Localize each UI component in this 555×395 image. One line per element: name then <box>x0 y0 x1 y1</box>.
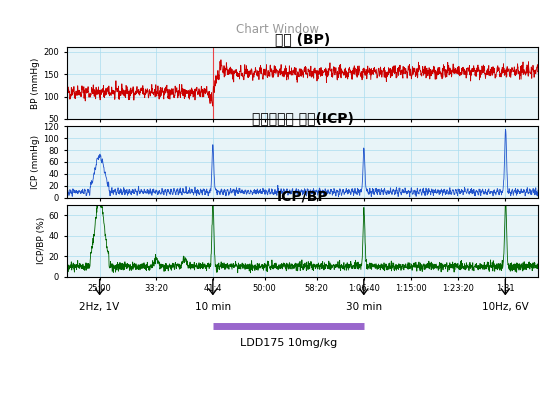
Text: Chart Window: Chart Window <box>236 23 319 36</box>
Text: 2Hz, 1V: 2Hz, 1V <box>79 302 120 312</box>
Y-axis label: BP (mmHg): BP (mmHg) <box>32 58 41 109</box>
Text: 30 min: 30 min <box>346 302 382 312</box>
Title: 혈압 (BP): 혈압 (BP) <box>275 32 330 46</box>
Y-axis label: ICP/BP (%): ICP/BP (%) <box>37 217 46 264</box>
Y-axis label: ICP (mmHg): ICP (mmHg) <box>32 135 41 189</box>
Text: 10Hz, 6V: 10Hz, 6V <box>482 302 529 312</box>
Text: 10 min: 10 min <box>195 302 231 312</box>
Title: ICP/BP: ICP/BP <box>276 190 329 204</box>
Text: LDD175 10mg/kg: LDD175 10mg/kg <box>240 338 337 348</box>
Title: 음경해면체 내압(ICP): 음경해면체 내압(ICP) <box>251 111 354 125</box>
